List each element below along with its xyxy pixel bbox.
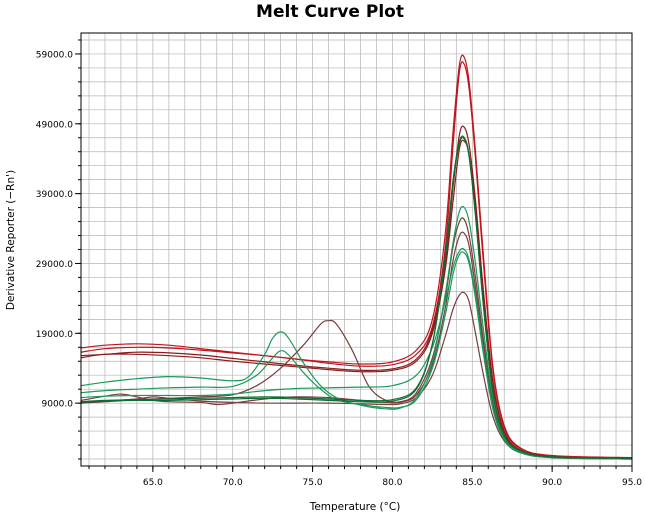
series-line [80, 61, 633, 459]
ticks: 65.0 70.0 75.0 80.0 85.0 90.0 95.0 9000.0 19000.… [36, 39, 642, 488]
x-tick-label: 80.0 [382, 478, 402, 488]
chart-title: Melt Curve Plot [256, 2, 404, 22]
y-tick-label: 49000.0 [36, 120, 73, 130]
series-group [80, 54, 633, 460]
x-tick-label: 90.0 [542, 478, 562, 488]
series-line [80, 136, 633, 459]
x-tick-label: 95.0 [622, 478, 642, 488]
series-line [80, 205, 633, 460]
y-tick-label: 39000.0 [36, 190, 73, 200]
x-tick-label: 85.0 [462, 478, 482, 488]
series-line [80, 217, 633, 460]
x-axis-label: Temperature (°C) [309, 501, 401, 513]
y-tick-label: 9000.0 [42, 400, 74, 410]
y-tick-label: 59000.0 [36, 50, 73, 60]
grid [81, 33, 632, 466]
y-axis-label: Derivative Reporter (−Rn') [5, 170, 17, 310]
series-line [80, 247, 633, 460]
x-tick-label: 75.0 [303, 478, 323, 488]
y-tick-label: 19000.0 [36, 330, 73, 340]
x-tick-label: 70.0 [223, 478, 243, 488]
y-tick-label: 29000.0 [36, 260, 73, 270]
x-tick-label: 65.0 [143, 478, 163, 488]
